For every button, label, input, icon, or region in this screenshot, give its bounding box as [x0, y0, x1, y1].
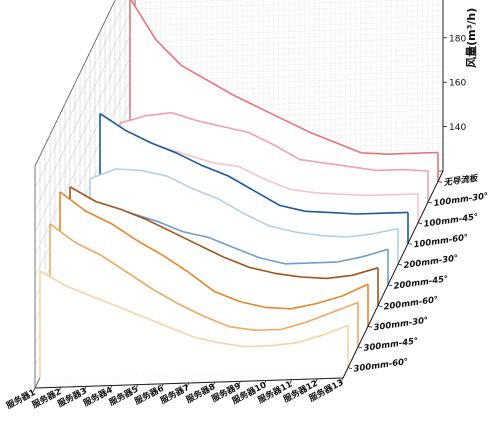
- x-tick-label: 服务器1: [5, 387, 38, 412]
- z-tick-label: 300mm-45°: [363, 336, 419, 354]
- x-tick: [109, 385, 113, 390]
- x-tick: [314, 378, 318, 383]
- x-tick-label: 服务器4: [82, 384, 115, 409]
- y-axis-label: 风量(m³/h): [464, 8, 478, 68]
- z-tick: [367, 325, 373, 328]
- back-grid-line: [134, 9, 444, 21]
- z-tick: [347, 367, 353, 369]
- back-grid-line: [134, 20, 444, 32]
- z-tick: [357, 346, 363, 349]
- series-line: [89, 168, 399, 238]
- left-grid-line: [34, 47, 136, 255]
- z-tick-label: 200mm-45°: [393, 274, 449, 292]
- z-tick-label: 100mm-45°: [423, 212, 479, 230]
- z-tick-label: 300mm-30°: [373, 316, 429, 334]
- x-tick-label: 服务器7: [159, 382, 192, 407]
- back-grid-line: [134, 26, 444, 37]
- x-tick: [237, 381, 241, 386]
- x-tick-label: 服务器3: [56, 385, 89, 410]
- x-tick-label: 服务器5: [107, 384, 140, 409]
- x-tick-label: 服务器6: [133, 383, 166, 408]
- z-tick: [407, 243, 413, 245]
- z-tick-label: 无导流板: [442, 173, 480, 189]
- series-line: [99, 112, 409, 215]
- series-line: [119, 111, 429, 172]
- z-tick-label: 200mm-60°: [383, 295, 439, 313]
- z-tick: [427, 201, 433, 204]
- x-tick: [160, 383, 164, 388]
- x-tick: [135, 384, 139, 389]
- series-line: [69, 186, 379, 280]
- back-grid-line: [134, 4, 444, 15]
- x-tick: [32, 387, 36, 393]
- back-grid-line: [134, 37, 444, 48]
- x-tick: [83, 386, 87, 391]
- x-tick: [186, 382, 190, 388]
- left-grid-line: [34, 0, 127, 189]
- z-tick: [437, 181, 443, 183]
- z-tick: [397, 263, 403, 266]
- back-grid-line: [134, 0, 416, 10]
- x-tick: [289, 379, 293, 384]
- z-tick: [377, 305, 383, 307]
- z-tick-label: 200mm-30°: [403, 254, 459, 272]
- series-group: [39, 0, 439, 378]
- back-grid-line: [134, 0, 246, 4]
- series-line: [59, 191, 369, 310]
- series-ribbon: [40, 271, 348, 378]
- y-tick-label: 160: [449, 79, 466, 89]
- series-line: [39, 270, 349, 348]
- z-tick: [387, 284, 393, 287]
- left-grid-line: [34, 3, 136, 211]
- x-tick-label: 服务器2: [30, 386, 63, 411]
- back-grid-line: [134, 15, 444, 26]
- series-line: [130, 0, 439, 155]
- x-tick-label: 服务器8: [184, 381, 217, 406]
- back-grid-line: [134, 43, 444, 54]
- z-tick: [417, 222, 423, 225]
- x-tick: [58, 387, 62, 392]
- y-tick-label: 180: [449, 34, 466, 44]
- z-tick-label: 100mm-30°: [433, 191, 489, 209]
- left-grid-line: [34, 25, 136, 233]
- x-tick: [212, 382, 216, 387]
- back-grid-line: [134, 48, 444, 60]
- series-line: [49, 223, 359, 332]
- z-tick-label: 100mm-60°: [413, 233, 469, 251]
- y-tick-label: 140: [449, 123, 466, 133]
- back-grid-line: [134, 54, 444, 65]
- z-tick-label: 300mm-60°: [353, 357, 409, 375]
- back-grid-line: [134, 32, 444, 43]
- x-tick: [263, 380, 267, 385]
- x-tick: [340, 377, 344, 383]
- z-axis-line: [342, 170, 444, 379]
